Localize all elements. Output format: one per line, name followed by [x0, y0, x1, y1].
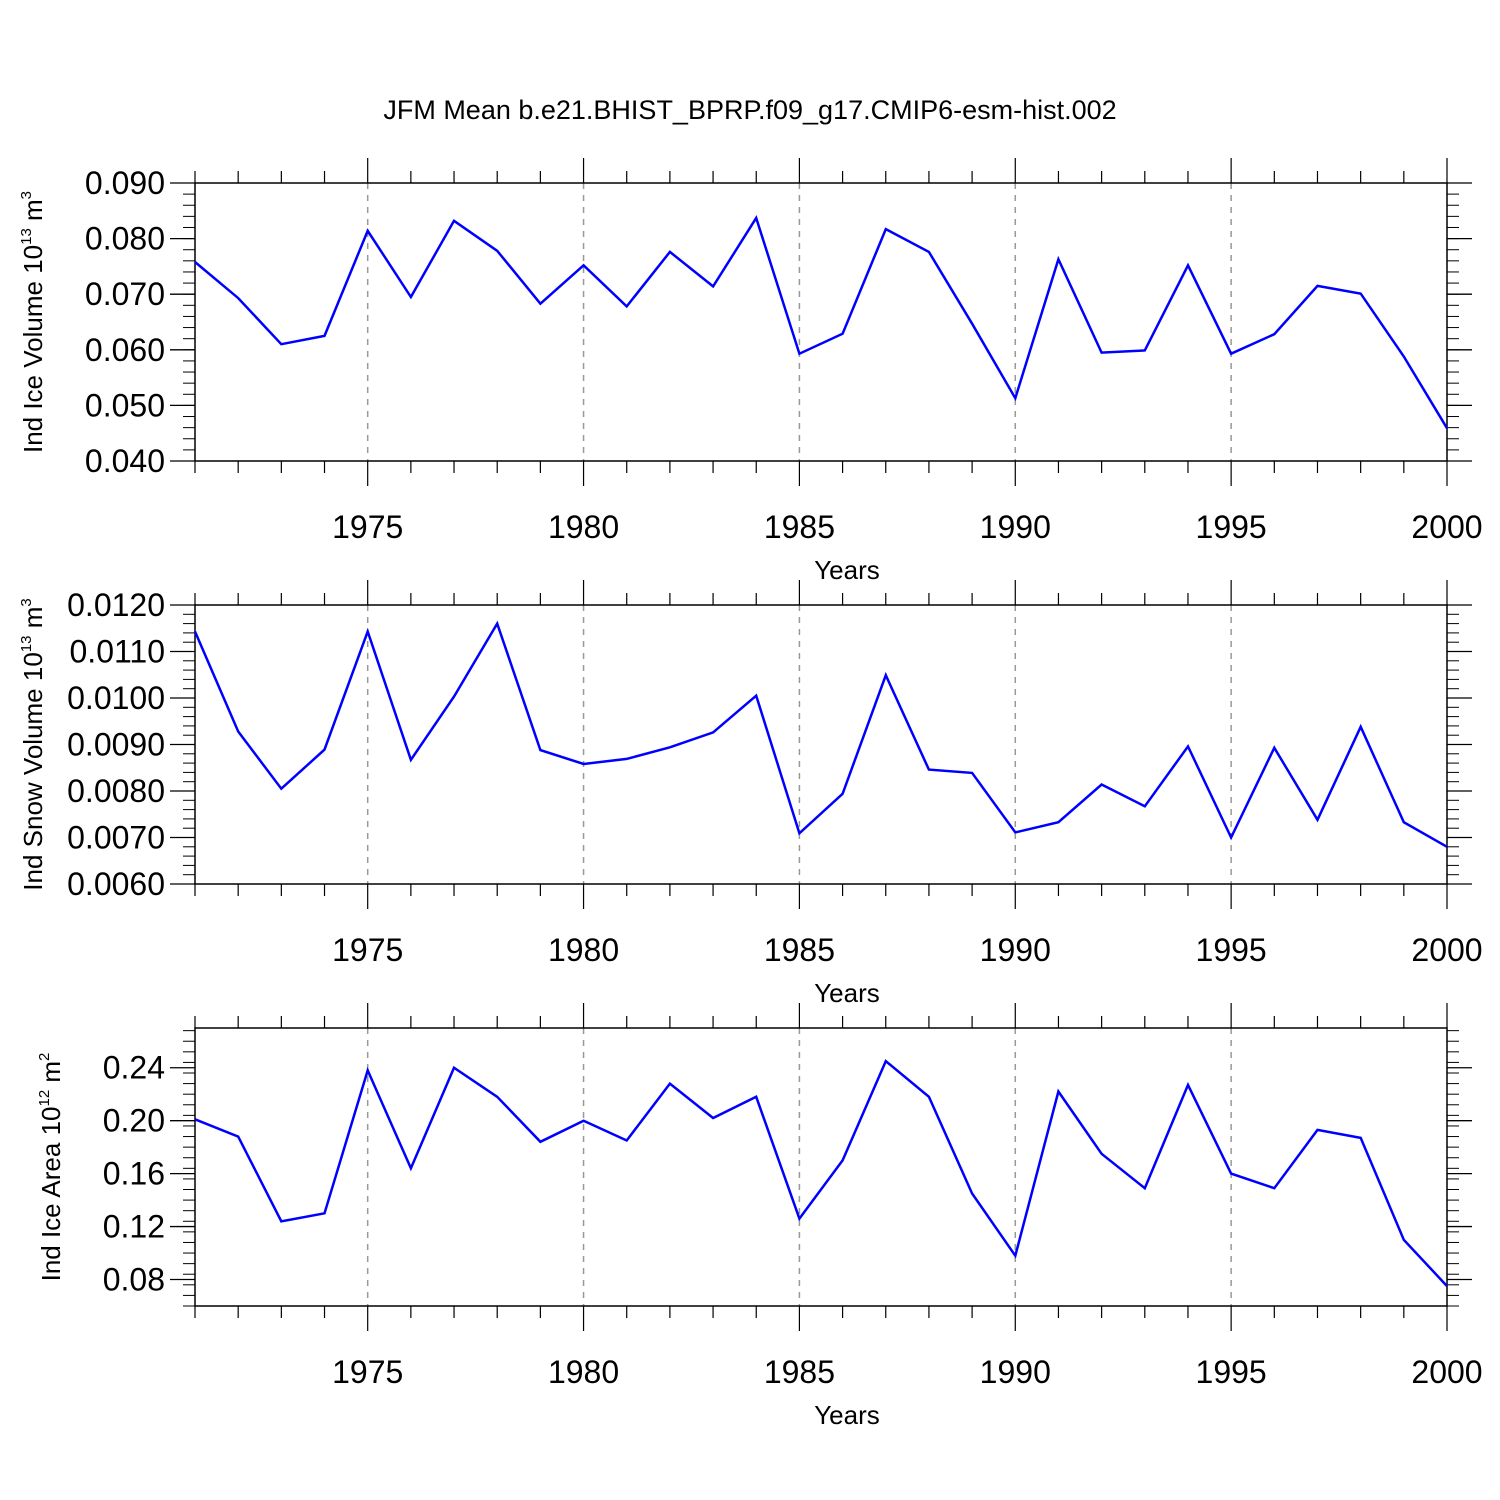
x-tick-label: 1985	[764, 1354, 835, 1390]
x-tick-label: 1990	[980, 932, 1051, 968]
plot-frame	[194, 182, 1448, 462]
y-tick-label: 0.0070	[67, 820, 165, 856]
y-tick-label: 0.0120	[67, 587, 165, 623]
y-tick-label: 0.080	[85, 221, 165, 257]
y-tick-label: 0.090	[85, 165, 165, 201]
y-axis-label: Ind Ice Area 1012 m2	[36, 1053, 66, 1282]
y-tick-label: 0.0090	[67, 727, 165, 763]
x-tick-label: 1985	[764, 509, 835, 545]
y-tick-label: 0.12	[103, 1209, 165, 1245]
x-tick-label: 1995	[1196, 1354, 1267, 1390]
x-tick-label: 2000	[1411, 932, 1482, 968]
x-tick-label: 1990	[980, 509, 1051, 545]
x-axis-label: Years	[814, 1400, 880, 1430]
y-tick-label: 0.0080	[67, 773, 165, 809]
y-tick-label: 0.040	[85, 443, 165, 479]
x-tick-label: 1980	[548, 509, 619, 545]
x-tick-label: 1980	[548, 1354, 619, 1390]
x-tick-label: 1975	[332, 932, 403, 968]
panel-3: 0.08 0.12 0.16 0.20 0.24 1975 1980 1985 1990 1995…	[36, 1003, 1483, 1430]
x-tick-label: 1985	[764, 932, 835, 968]
y-tick-label: 0.060	[85, 332, 165, 368]
y-tick-label: 0.0060	[67, 866, 165, 902]
x-tick-label: 1995	[1196, 509, 1267, 545]
x-tick-label: 2000	[1411, 1354, 1482, 1390]
series-line	[194, 215, 1449, 429]
y-axis-label: Ind Snow Volume 1013 m3	[18, 598, 48, 890]
x-tick-label: 1990	[980, 1354, 1051, 1390]
figure-title: JFM Mean b.e21.BHIST_BPRP.f09_g17.CMIP6-…	[383, 95, 1116, 125]
y-tick-label: 0.0110	[70, 634, 166, 670]
y-tick-label: 0.20	[103, 1103, 165, 1139]
plot-frame	[194, 604, 1448, 885]
x-axis-label: Years	[814, 555, 880, 585]
panel-2: 0.0060 0.0070 0.0080 0.0090 0.0100 0.0110 0.01…	[18, 580, 1483, 1008]
y-tick-label: 0.08	[103, 1262, 165, 1298]
x-tick-label: 1995	[1196, 932, 1267, 968]
y-tick-label: 0.24	[103, 1050, 165, 1086]
x-tick-label: 1975	[332, 1354, 403, 1390]
x-tick-label: 1975	[332, 509, 403, 545]
y-tick-label: 0.050	[85, 387, 165, 423]
y-tick-label: 0.16	[103, 1156, 165, 1192]
y-tick-label: 0.070	[85, 276, 165, 312]
y-axis-label: Ind Ice Volume 1013 m3	[18, 191, 48, 453]
series-line	[194, 1059, 1448, 1287]
plot-frame	[194, 1027, 1448, 1307]
series-line	[193, 620, 1448, 848]
x-tick-label: 1980	[548, 932, 619, 968]
panel-1: 0.040 0.050 0.060 0.070 0.080 0.090 1975 1980 19…	[18, 158, 1483, 585]
x-tick-label: 2000	[1411, 509, 1482, 545]
y-tick-label: 0.0100	[67, 680, 165, 716]
x-axis-label: Years	[814, 978, 880, 1008]
